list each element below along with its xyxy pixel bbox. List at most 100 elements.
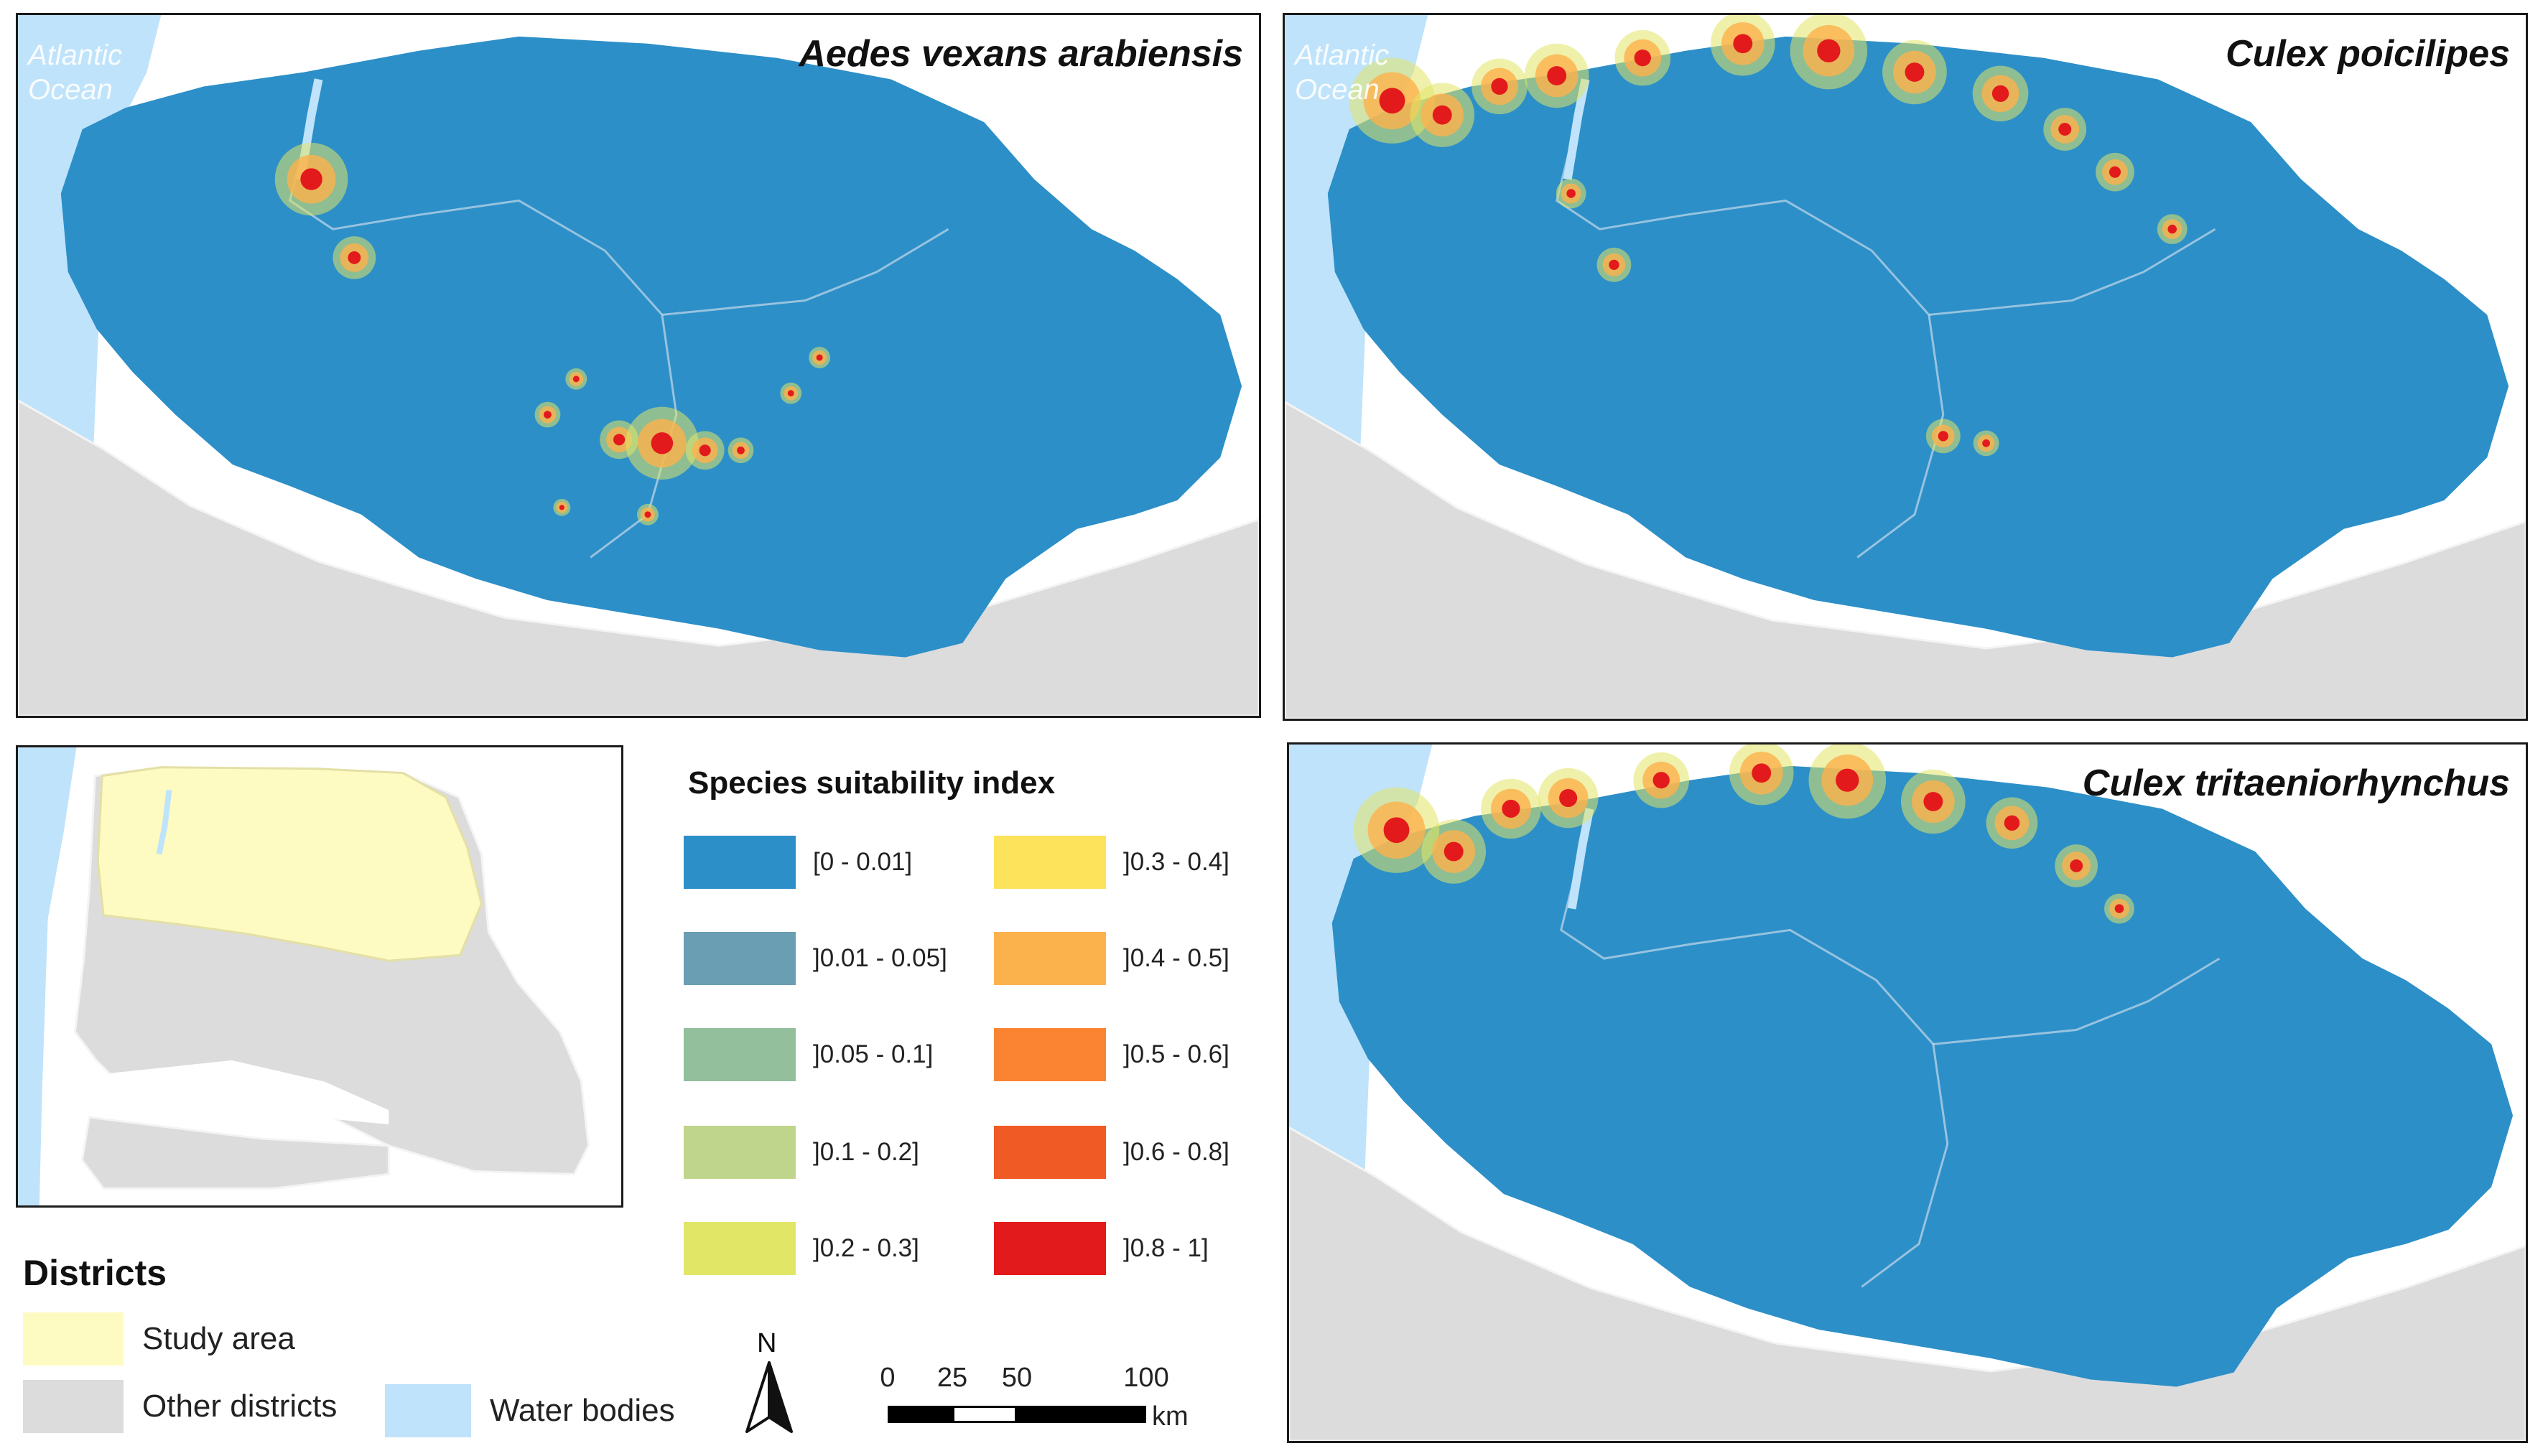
suitability-hotspot [816,354,823,361]
legend-label: ]0.05 - 0.1] [813,1040,934,1068]
suitability-hotspot [2070,859,2083,872]
inset-locator-map [16,745,623,1208]
legend-label: ]0.01 - 0.05] [813,944,947,972]
study-area [96,766,483,962]
legend-swatch [684,836,796,889]
study-area-suitability [60,36,1242,658]
scale-tick: 100 [1123,1363,1169,1393]
suitability-hotspot [644,511,651,518]
suitability-hotspot [348,251,361,264]
district-boundary [1928,228,2216,316]
legend-swatch [994,1222,1106,1275]
suitability-hotspot [1923,792,1943,811]
suitability-hotspot [1502,799,1520,818]
scale-unit: km [1152,1401,1189,1432]
study-area-suitability [1327,36,2509,658]
suitability-hotspot [1817,39,1841,62]
scale-segment [952,1406,1017,1423]
legend-swatch [994,836,1106,889]
districts-item-other: Other districts [23,1380,337,1433]
suitability-hotspot [1547,66,1567,85]
map-panel-culex-poicilipes: Atlantic Ocean Culex poicilipes [1283,13,2528,721]
legend-swatch [994,1126,1106,1179]
legend-item: ]0.01 - 0.05] [684,932,947,985]
map-title: Culex tritaeniorhynchus [2082,762,2510,804]
scale-segment [1017,1406,1146,1423]
legend-swatch [23,1312,124,1366]
map-panel-aedes-vexans: Atlantic Ocean Aedes vexans arabiensis [16,13,1261,718]
suitability-hotspot [544,411,552,419]
legend-label: ]0.6 - 0.8] [1123,1138,1229,1166]
legend-label: ]0.5 - 0.6] [1123,1040,1229,1068]
districts-title: Districts [23,1253,167,1293]
suitability-hotspot [1432,105,1452,125]
suitability-hotspot [1752,763,1772,783]
scale-tick: 25 [936,1363,968,1393]
study-area-suitability [1331,765,2514,1387]
scale-tick: 50 [1001,1363,1033,1393]
legend-label: ]0.1 - 0.2] [813,1138,919,1166]
legend-item: ]0.2 - 0.3] [684,1222,919,1275]
suitability-hotspot [787,390,794,397]
suitability-hotspot [1559,789,1578,808]
legend-label: ]0.3 - 0.4] [1123,848,1229,876]
suitability-hotspot [1733,34,1753,54]
north-label: N [757,1328,777,1358]
legend-swatch [23,1380,124,1433]
suitability-hotspot [1566,189,1576,198]
suitability-hotspot [2058,123,2072,136]
suitability-hotspot [1982,439,1990,447]
scale-tick: 0 [880,1363,896,1393]
legend-item: [0 - 0.01] [684,836,912,889]
map-title: Aedes vexans arabiensis [799,33,1243,75]
district-boundary [1559,808,1949,1288]
legend-swatch [684,932,796,985]
legend-swatch [994,1028,1106,1081]
suitability-hotspot [651,432,674,454]
suitability-hotspot [699,444,711,457]
suitability-hotspot [1609,259,1619,271]
ocean-label: Atlantic Ocean [1295,39,1390,106]
legend-label: Water bodies [490,1393,675,1428]
suitability-hotspot [613,434,626,446]
suitability-hotspot [2167,224,2177,234]
legend-item: ]0.3 - 0.4] [994,836,1229,889]
legend-label: ]0.8 - 1] [1123,1234,1209,1262]
scale-segment [888,1406,952,1423]
legend-swatch [684,1126,796,1179]
legend-swatch [684,1222,796,1275]
suitability-hotspot [1652,772,1670,789]
legend-label: [0 - 0.01] [813,848,913,876]
legend-label: Study area [142,1321,295,1356]
district-boundary [661,228,949,316]
suitability-hotspot [2004,815,2020,831]
suitability-hotspot [1383,817,1410,844]
suitability-hotspot [1634,50,1651,67]
districts-item-study-area: Study area [23,1312,295,1366]
legend-swatch [994,932,1106,985]
legend-item: ]0.8 - 1] [994,1222,1209,1275]
suitability-hotspot [559,505,564,510]
legend-swatch [684,1028,796,1081]
gambia-gap [103,1060,389,1125]
suitability-hotspot [1938,431,1948,442]
legend-swatch [385,1384,471,1437]
north-arrow-icon [745,1361,793,1433]
legend-label: ]0.2 - 0.3] [813,1234,919,1262]
suitability-hotspot [1379,88,1405,114]
suitability-hotspot [1491,78,1508,95]
suitability-hotspot [572,375,580,383]
suitability-hotspot [300,168,322,190]
south-districts [80,1116,390,1190]
legend-label: Other districts [142,1389,338,1424]
map-panel-culex-tritaeniorhynchus: Culex tritaeniorhynchus [1287,742,2528,1443]
suitability-hotspot [1443,841,1464,862]
map-culex-poicilipes [1285,15,2526,719]
legend-item: ]0.4 - 0.5] [994,932,1229,985]
scale-bar: 0 25 50 100 km [875,1363,1212,1442]
suitability-hotspot [2109,166,2121,178]
district-boundary [1933,957,2221,1045]
suitability-hotspot [1836,768,1859,792]
districts-item-water: Water bodies [385,1384,675,1437]
suitability-hotspot [1991,85,2009,102]
